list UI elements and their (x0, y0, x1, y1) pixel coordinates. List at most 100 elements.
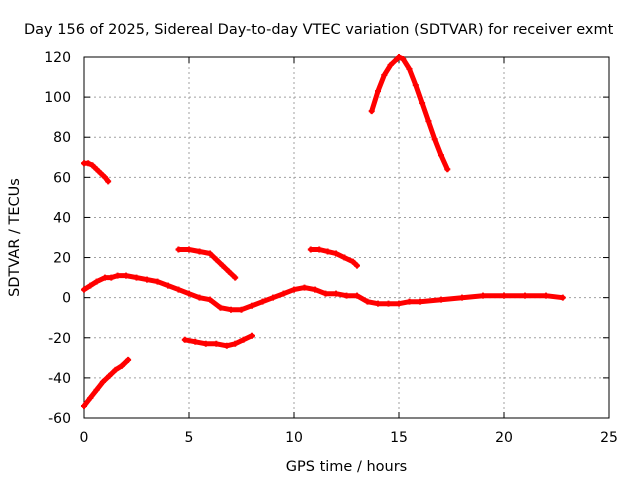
axis-ticks: 0 5 10 15 20 25 -60 -40 -20 0 20 40 60 80 100 120 (44, 50, 618, 446)
data-point (333, 250, 339, 257)
data-point (217, 304, 224, 311)
data-point (112, 366, 119, 373)
data-point (207, 250, 213, 257)
data-point (99, 378, 106, 385)
data-point (406, 66, 413, 73)
data-point (105, 178, 112, 185)
data-point (186, 246, 192, 253)
data-point (85, 160, 92, 167)
data-point (333, 290, 339, 297)
data-point (307, 246, 314, 253)
data-point (385, 300, 392, 307)
x-tick-label: 10 (285, 430, 303, 446)
data-point (223, 342, 230, 349)
data-point (133, 274, 140, 281)
y-tick-label: -60 (48, 411, 71, 427)
data-point (81, 286, 87, 293)
data-point (459, 294, 465, 301)
data-point (123, 272, 129, 279)
data-point (316, 246, 323, 253)
data-point (396, 300, 402, 307)
data-point (165, 282, 171, 289)
data-point (368, 108, 375, 115)
data-point (207, 296, 213, 303)
data-point (175, 246, 182, 253)
x-tick-label: 15 (390, 430, 408, 446)
data-point (381, 72, 388, 79)
data-point (118, 362, 125, 369)
data-point (181, 336, 188, 343)
data-point (270, 294, 276, 301)
y-tick-label: 40 (53, 210, 71, 226)
plot-frame (83, 56, 610, 419)
data-point (559, 294, 566, 301)
data-point (522, 292, 528, 299)
data-point (543, 292, 549, 299)
y-tick-label: 120 (44, 50, 71, 66)
data-point (97, 170, 104, 177)
series-arc-4 (176, 247, 238, 281)
series-arc-7 (369, 54, 450, 172)
data-point (259, 298, 266, 305)
data-point (354, 292, 360, 299)
data-point (89, 162, 96, 169)
data-point (400, 56, 407, 63)
data-series (81, 54, 566, 409)
data-point (396, 54, 402, 60)
data-point (238, 306, 245, 313)
data-point (154, 278, 161, 285)
data-point (480, 292, 486, 299)
data-point (108, 274, 115, 281)
data-point (349, 258, 356, 265)
data-point (225, 268, 232, 275)
data-point (240, 336, 247, 343)
y-tick-label: 0 (62, 291, 71, 307)
data-point (106, 372, 113, 379)
data-point (444, 166, 451, 173)
data-point (375, 300, 381, 307)
data-point (87, 282, 94, 289)
data-point (102, 174, 108, 181)
y-tick-label: 20 (53, 251, 71, 267)
data-point (87, 394, 94, 401)
y-tick-label: 60 (53, 170, 71, 186)
y-tick-label: -40 (48, 371, 71, 387)
series-arc-6 (308, 247, 360, 269)
data-point (438, 296, 444, 303)
x-tick-label: 20 (495, 430, 513, 446)
data-point (341, 254, 348, 261)
data-point (228, 306, 234, 313)
data-point (322, 290, 329, 297)
data-point (232, 274, 239, 281)
data-point (213, 256, 220, 263)
data-point (417, 298, 423, 305)
data-point (213, 340, 220, 347)
data-point (438, 152, 444, 159)
data-point (324, 248, 331, 255)
data-point (354, 262, 360, 269)
data-point (202, 340, 209, 347)
y-tick-label: 100 (44, 90, 71, 106)
data-point (312, 286, 318, 293)
data-point (412, 82, 419, 89)
data-point (219, 262, 226, 269)
grid-lines (84, 57, 609, 418)
data-point (175, 286, 182, 293)
data-point (144, 276, 150, 283)
data-point (501, 292, 507, 299)
x-axis-label: GPS time / hours (286, 459, 407, 475)
data-point (291, 286, 297, 293)
data-point (431, 136, 438, 143)
data-point (301, 284, 308, 291)
data-point (419, 100, 426, 107)
data-point (387, 62, 394, 69)
data-point (192, 338, 199, 345)
data-point (425, 118, 432, 125)
data-point (249, 302, 255, 309)
data-point (280, 290, 287, 297)
data-point (406, 298, 413, 305)
data-point (343, 292, 350, 299)
data-point (196, 248, 203, 255)
data-point (93, 278, 100, 285)
